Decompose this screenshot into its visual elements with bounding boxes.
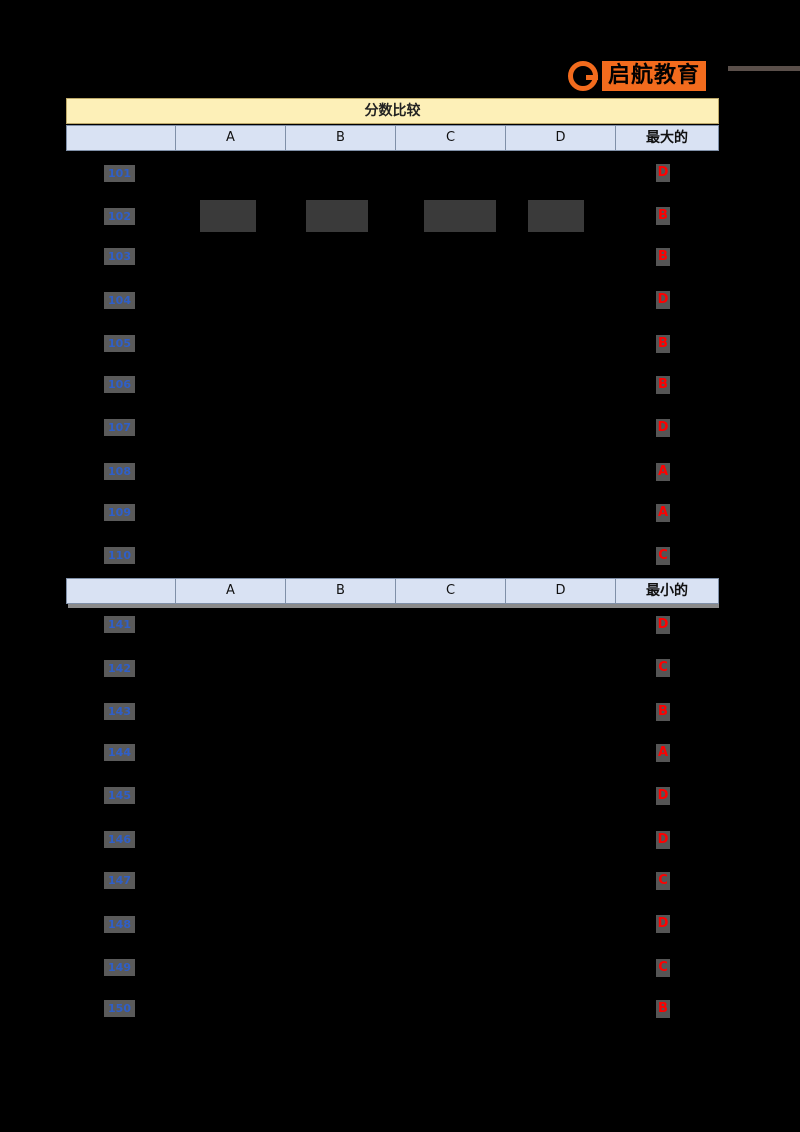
row-label: 145 xyxy=(104,787,135,804)
row-result: C xyxy=(656,959,670,977)
row-result: B xyxy=(656,207,670,225)
row-result: D xyxy=(656,787,670,805)
header-shadow xyxy=(68,604,719,608)
row-label: 102 xyxy=(104,208,135,225)
min-table-header: A B C D 最小的 xyxy=(66,578,719,604)
row-label: 150 xyxy=(104,1000,135,1017)
redacted-cell xyxy=(528,200,584,232)
row-label: 106 xyxy=(104,376,135,393)
header-cell-b: B xyxy=(285,579,395,603)
header-cell-a: A xyxy=(175,579,285,603)
row-result: B xyxy=(656,1000,670,1018)
redacted-cell xyxy=(424,200,496,232)
row-result: D xyxy=(656,291,670,309)
page-title: 分数比较 xyxy=(66,98,719,124)
header-cell-d: D xyxy=(505,579,615,603)
redacted-cell xyxy=(306,200,368,232)
row-result: B xyxy=(656,703,670,721)
row-result: B xyxy=(656,248,670,266)
row-label: 101 xyxy=(104,165,135,182)
redacted-cell xyxy=(200,200,256,232)
row-label: 108 xyxy=(104,463,135,480)
row-result: A xyxy=(656,504,670,522)
row-result: A xyxy=(656,463,670,481)
row-result: B xyxy=(656,376,670,394)
row-label: 149 xyxy=(104,959,135,976)
row-label: 148 xyxy=(104,916,135,933)
row-result: D xyxy=(656,164,670,182)
row-label: 143 xyxy=(104,703,135,720)
row-label: 146 xyxy=(104,831,135,848)
header-cell-c: C xyxy=(395,579,505,603)
header-cell-max: 最大的 xyxy=(615,126,718,150)
max-table-header: A B C D 最大的 xyxy=(66,125,719,151)
row-label: 147 xyxy=(104,872,135,889)
row-label: 107 xyxy=(104,419,135,436)
header-cell-c: C xyxy=(395,126,505,150)
header-cell-blank xyxy=(67,579,175,603)
row-label: 104 xyxy=(104,292,135,309)
row-result: D xyxy=(656,831,670,849)
row-result: D xyxy=(656,419,670,437)
row-label: 110 xyxy=(104,547,135,564)
row-label: 103 xyxy=(104,248,135,265)
header-cell-d: D xyxy=(505,126,615,150)
row-label: 109 xyxy=(104,504,135,521)
row-label: 142 xyxy=(104,660,135,677)
logo: 启航教育 xyxy=(568,58,707,94)
row-result: C xyxy=(656,659,670,677)
row-result: C xyxy=(656,872,670,890)
row-label: 144 xyxy=(104,744,135,761)
row-result: D xyxy=(656,616,670,634)
header-cell-min: 最小的 xyxy=(615,579,718,603)
logo-icon xyxy=(568,61,598,91)
row-label: 141 xyxy=(104,616,135,633)
header-cell-a: A xyxy=(175,126,285,150)
logo-divider xyxy=(728,66,800,71)
row-result: C xyxy=(656,547,670,565)
row-result: A xyxy=(656,744,670,762)
row-result: B xyxy=(656,335,670,353)
row-result: D xyxy=(656,915,670,933)
row-label: 105 xyxy=(104,335,135,352)
header-cell-b: B xyxy=(285,126,395,150)
header-cell-blank xyxy=(67,126,175,150)
logo-text: 启航教育 xyxy=(602,61,707,91)
